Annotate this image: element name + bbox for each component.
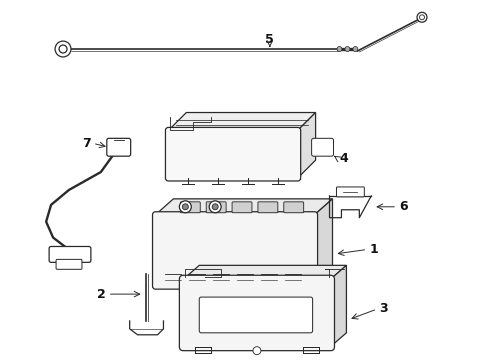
Circle shape: [212, 204, 218, 210]
FancyBboxPatch shape: [258, 202, 278, 213]
FancyBboxPatch shape: [206, 202, 226, 213]
Polygon shape: [315, 199, 333, 286]
Text: 3: 3: [379, 302, 388, 315]
FancyBboxPatch shape: [179, 275, 335, 351]
FancyBboxPatch shape: [152, 212, 318, 289]
FancyBboxPatch shape: [284, 202, 304, 213]
Text: 6: 6: [399, 200, 408, 213]
Circle shape: [253, 347, 261, 355]
Text: 5: 5: [266, 33, 274, 46]
Polygon shape: [183, 265, 346, 279]
Circle shape: [59, 45, 67, 53]
Polygon shape: [155, 199, 333, 215]
Polygon shape: [331, 265, 346, 347]
Circle shape: [345, 46, 350, 51]
FancyBboxPatch shape: [56, 260, 82, 269]
Circle shape: [209, 201, 221, 213]
Circle shape: [353, 46, 358, 51]
FancyBboxPatch shape: [232, 202, 252, 213]
Text: 7: 7: [82, 137, 91, 150]
Circle shape: [419, 15, 424, 20]
Polygon shape: [298, 113, 316, 178]
FancyBboxPatch shape: [166, 127, 301, 181]
Circle shape: [417, 12, 427, 22]
FancyBboxPatch shape: [107, 138, 131, 156]
Circle shape: [182, 204, 188, 210]
Circle shape: [337, 46, 342, 51]
Circle shape: [179, 201, 191, 213]
FancyBboxPatch shape: [337, 187, 365, 197]
Circle shape: [55, 41, 71, 57]
FancyBboxPatch shape: [180, 202, 200, 213]
Text: 2: 2: [97, 288, 106, 301]
FancyBboxPatch shape: [199, 297, 313, 333]
FancyBboxPatch shape: [49, 247, 91, 262]
Polygon shape: [169, 113, 316, 130]
Text: 4: 4: [340, 152, 348, 165]
Text: 1: 1: [369, 243, 378, 256]
FancyBboxPatch shape: [312, 138, 334, 156]
